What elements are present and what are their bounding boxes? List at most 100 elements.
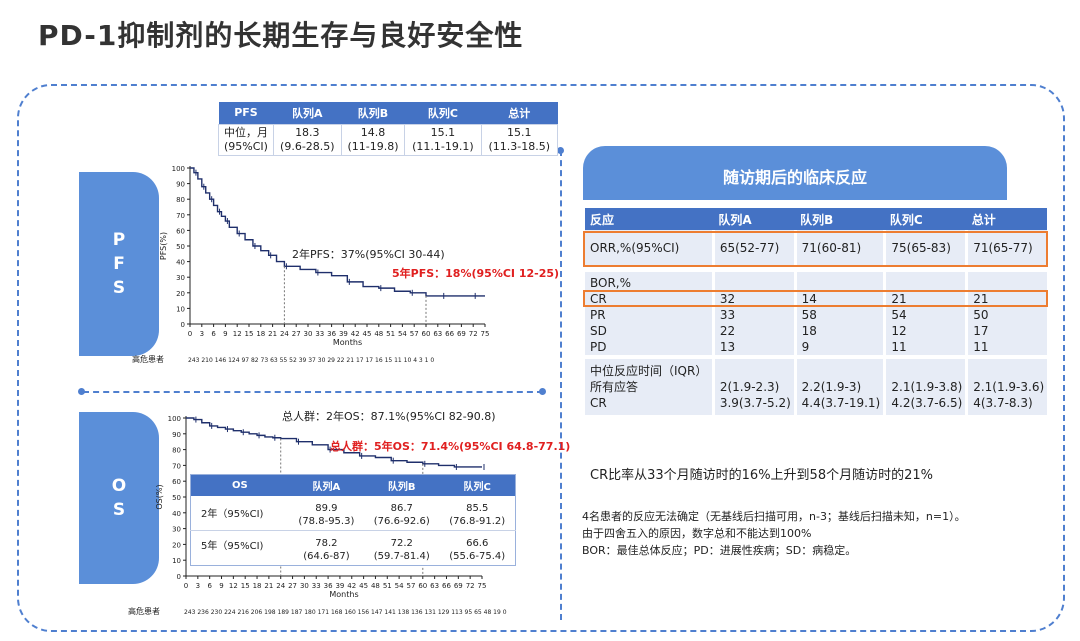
- x-tick-label: 15: [245, 330, 254, 338]
- x-tick-label: 12: [229, 582, 238, 590]
- x-tick-label: 30: [304, 330, 313, 338]
- y-tick-label: 50: [176, 243, 185, 251]
- y-tick-label: 20: [172, 541, 181, 549]
- table-header: 队列C: [404, 102, 482, 124]
- bor-rows: BOR,% CR PR SD PD 32 33 22 13 14 58 18 9…: [585, 272, 1047, 355]
- y-tick-label: 0: [177, 573, 181, 581]
- risk-counts: 243 236 230 224 216 206 198 189 187 180 …: [184, 609, 507, 616]
- cr-rate-note: CR比率从33个月随访时的16%上升到58个月随访时的21%: [590, 468, 933, 483]
- table-row: 2年（95%CI) 89.9 (78.8-95.3) 86.7 (76.6-92.6…: [201, 502, 506, 527]
- x-tick-label: 27: [292, 330, 301, 338]
- y-tick-label: 70: [172, 462, 181, 470]
- x-tick-label: 60: [418, 582, 427, 590]
- table-header: 总计: [966, 208, 1047, 230]
- x-tick-label: 48: [371, 582, 380, 590]
- table-header: 队列B: [795, 208, 885, 230]
- os-5y-note: 总人群：5年OS：71.4%(95%CI 64.8-77.1): [330, 440, 571, 453]
- y-tick-label: 100: [172, 165, 185, 173]
- x-tick-label: 63: [430, 582, 439, 590]
- x-tick-label: 69: [457, 330, 466, 338]
- risk-label: 高危患者: [128, 606, 160, 616]
- orr-row: ORR,%(95%CI) 65(52-77) 71(60-81) 75(65-8…: [585, 230, 1047, 266]
- y-tick-label: 10: [172, 557, 181, 565]
- divider-dot: [557, 147, 564, 154]
- os-section-label: O S: [79, 412, 159, 584]
- risk-counts: 243 210 146 124 97 82 73 63 55 52 39 37 …: [188, 357, 434, 364]
- table-header: PFS: [218, 102, 274, 124]
- x-tick-label: 69: [454, 582, 463, 590]
- x-tick-label: 18: [256, 330, 265, 338]
- y-tick-label: 40: [172, 510, 181, 518]
- divider-dot: [78, 388, 85, 395]
- y-axis-label: PFS(%): [159, 232, 168, 260]
- page-title: PD-1抑制剂的长期生存与良好安全性: [38, 19, 524, 52]
- x-axis-label: Months: [333, 338, 362, 347]
- x-tick-label: 72: [469, 330, 478, 338]
- y-tick-label: 10: [176, 305, 185, 313]
- x-tick-label: 9: [223, 330, 227, 338]
- pfs-5y-note: 5年PFS：18%(95%CI 12-25): [392, 267, 560, 280]
- table-header: 队列C: [884, 208, 967, 230]
- x-tick-label: 75: [478, 582, 487, 590]
- x-tick-label: 51: [386, 330, 395, 338]
- x-tick-label: 3: [196, 582, 200, 590]
- x-tick-label: 21: [264, 582, 273, 590]
- table-header: OS: [190, 474, 289, 496]
- y-tick-label: 90: [172, 431, 181, 439]
- risk-label: 高危患者: [132, 354, 164, 364]
- y-tick-label: 60: [172, 478, 181, 486]
- x-tick-label: 48: [374, 330, 383, 338]
- horizontal-divider: [83, 391, 543, 393]
- x-tick-label: 33: [312, 582, 321, 590]
- y-tick-label: 0: [181, 321, 185, 329]
- orr-highlight: [583, 231, 1048, 267]
- table-header: 反应: [585, 208, 714, 230]
- followup-header: 随访期后的临床反应: [583, 146, 1007, 200]
- x-tick-label: 54: [395, 582, 404, 590]
- x-tick-label: 15: [241, 582, 250, 590]
- y-tick-label: 80: [172, 447, 181, 455]
- x-tick-label: 24: [276, 582, 285, 590]
- x-tick-label: 57: [410, 330, 419, 338]
- x-tick-label: 36: [324, 582, 333, 590]
- x-tick-label: 30: [300, 582, 309, 590]
- x-tick-label: 45: [359, 582, 368, 590]
- median-response-rows: 中位反应时间（IQR） 所有应答 CR 2(1.9-2.3) 3.9(3.7-5.…: [585, 359, 1047, 415]
- y-tick-label: 100: [168, 415, 181, 423]
- table-header: 总计: [481, 102, 558, 124]
- table-header: 队列C: [439, 474, 516, 496]
- y-tick-label: 20: [176, 290, 185, 298]
- x-tick-label: 72: [466, 582, 475, 590]
- x-tick-label: 75: [481, 330, 490, 338]
- content-frame: [17, 84, 1065, 632]
- x-tick-label: 33: [315, 330, 324, 338]
- y-tick-label: 70: [176, 212, 185, 220]
- divider-dot: [539, 388, 546, 395]
- survival-curve: [190, 167, 485, 297]
- x-tick-label: 0: [188, 330, 192, 338]
- x-tick-label: 18: [253, 582, 262, 590]
- table-header: 队列A: [713, 208, 796, 230]
- x-tick-label: 21: [268, 330, 277, 338]
- y-tick-label: 90: [176, 181, 185, 189]
- table-header: 队列A: [273, 102, 342, 124]
- pfs-median-table: PFS 队列A 队列B 队列C 总计 中位，月 (95%CI) 18.3 (9.6-…: [218, 102, 558, 156]
- x-tick-label: 24: [280, 330, 289, 338]
- x-tick-label: 27: [288, 582, 297, 590]
- x-tick-label: 3: [200, 330, 204, 338]
- x-tick-label: 36: [327, 330, 336, 338]
- x-tick-label: 6: [207, 582, 212, 590]
- y-tick-label: 30: [172, 526, 181, 534]
- cr-highlight: [583, 290, 1048, 307]
- os-table: OS 队列A 队列B 队列C 2年（95%CI) 89.9 (78.8-95.3)…: [190, 474, 516, 566]
- x-tick-label: 42: [351, 330, 360, 338]
- x-tick-label: 12: [233, 330, 242, 338]
- y-tick-label: 60: [176, 227, 185, 235]
- x-tick-label: 60: [422, 330, 431, 338]
- table-row: 5年（95%CI) 78.2 (64.6-87) 72.2 (59.7-81.4) …: [190, 529, 516, 565]
- followup-table: 反应 队列A 队列B 队列C 总计 ORR,%(95%CI) 65(52-77)…: [585, 208, 1047, 415]
- x-tick-label: 45: [363, 330, 372, 338]
- footnotes: 4名患者的反应无法确定（无基线后扫描可用，n-3；基线后扫描未知，n=1）。 由…: [582, 510, 966, 557]
- x-tick-label: 54: [398, 330, 407, 338]
- os-2y-note: 总人群：2年OS：87.1%(95%CI 82-90.8): [282, 410, 496, 423]
